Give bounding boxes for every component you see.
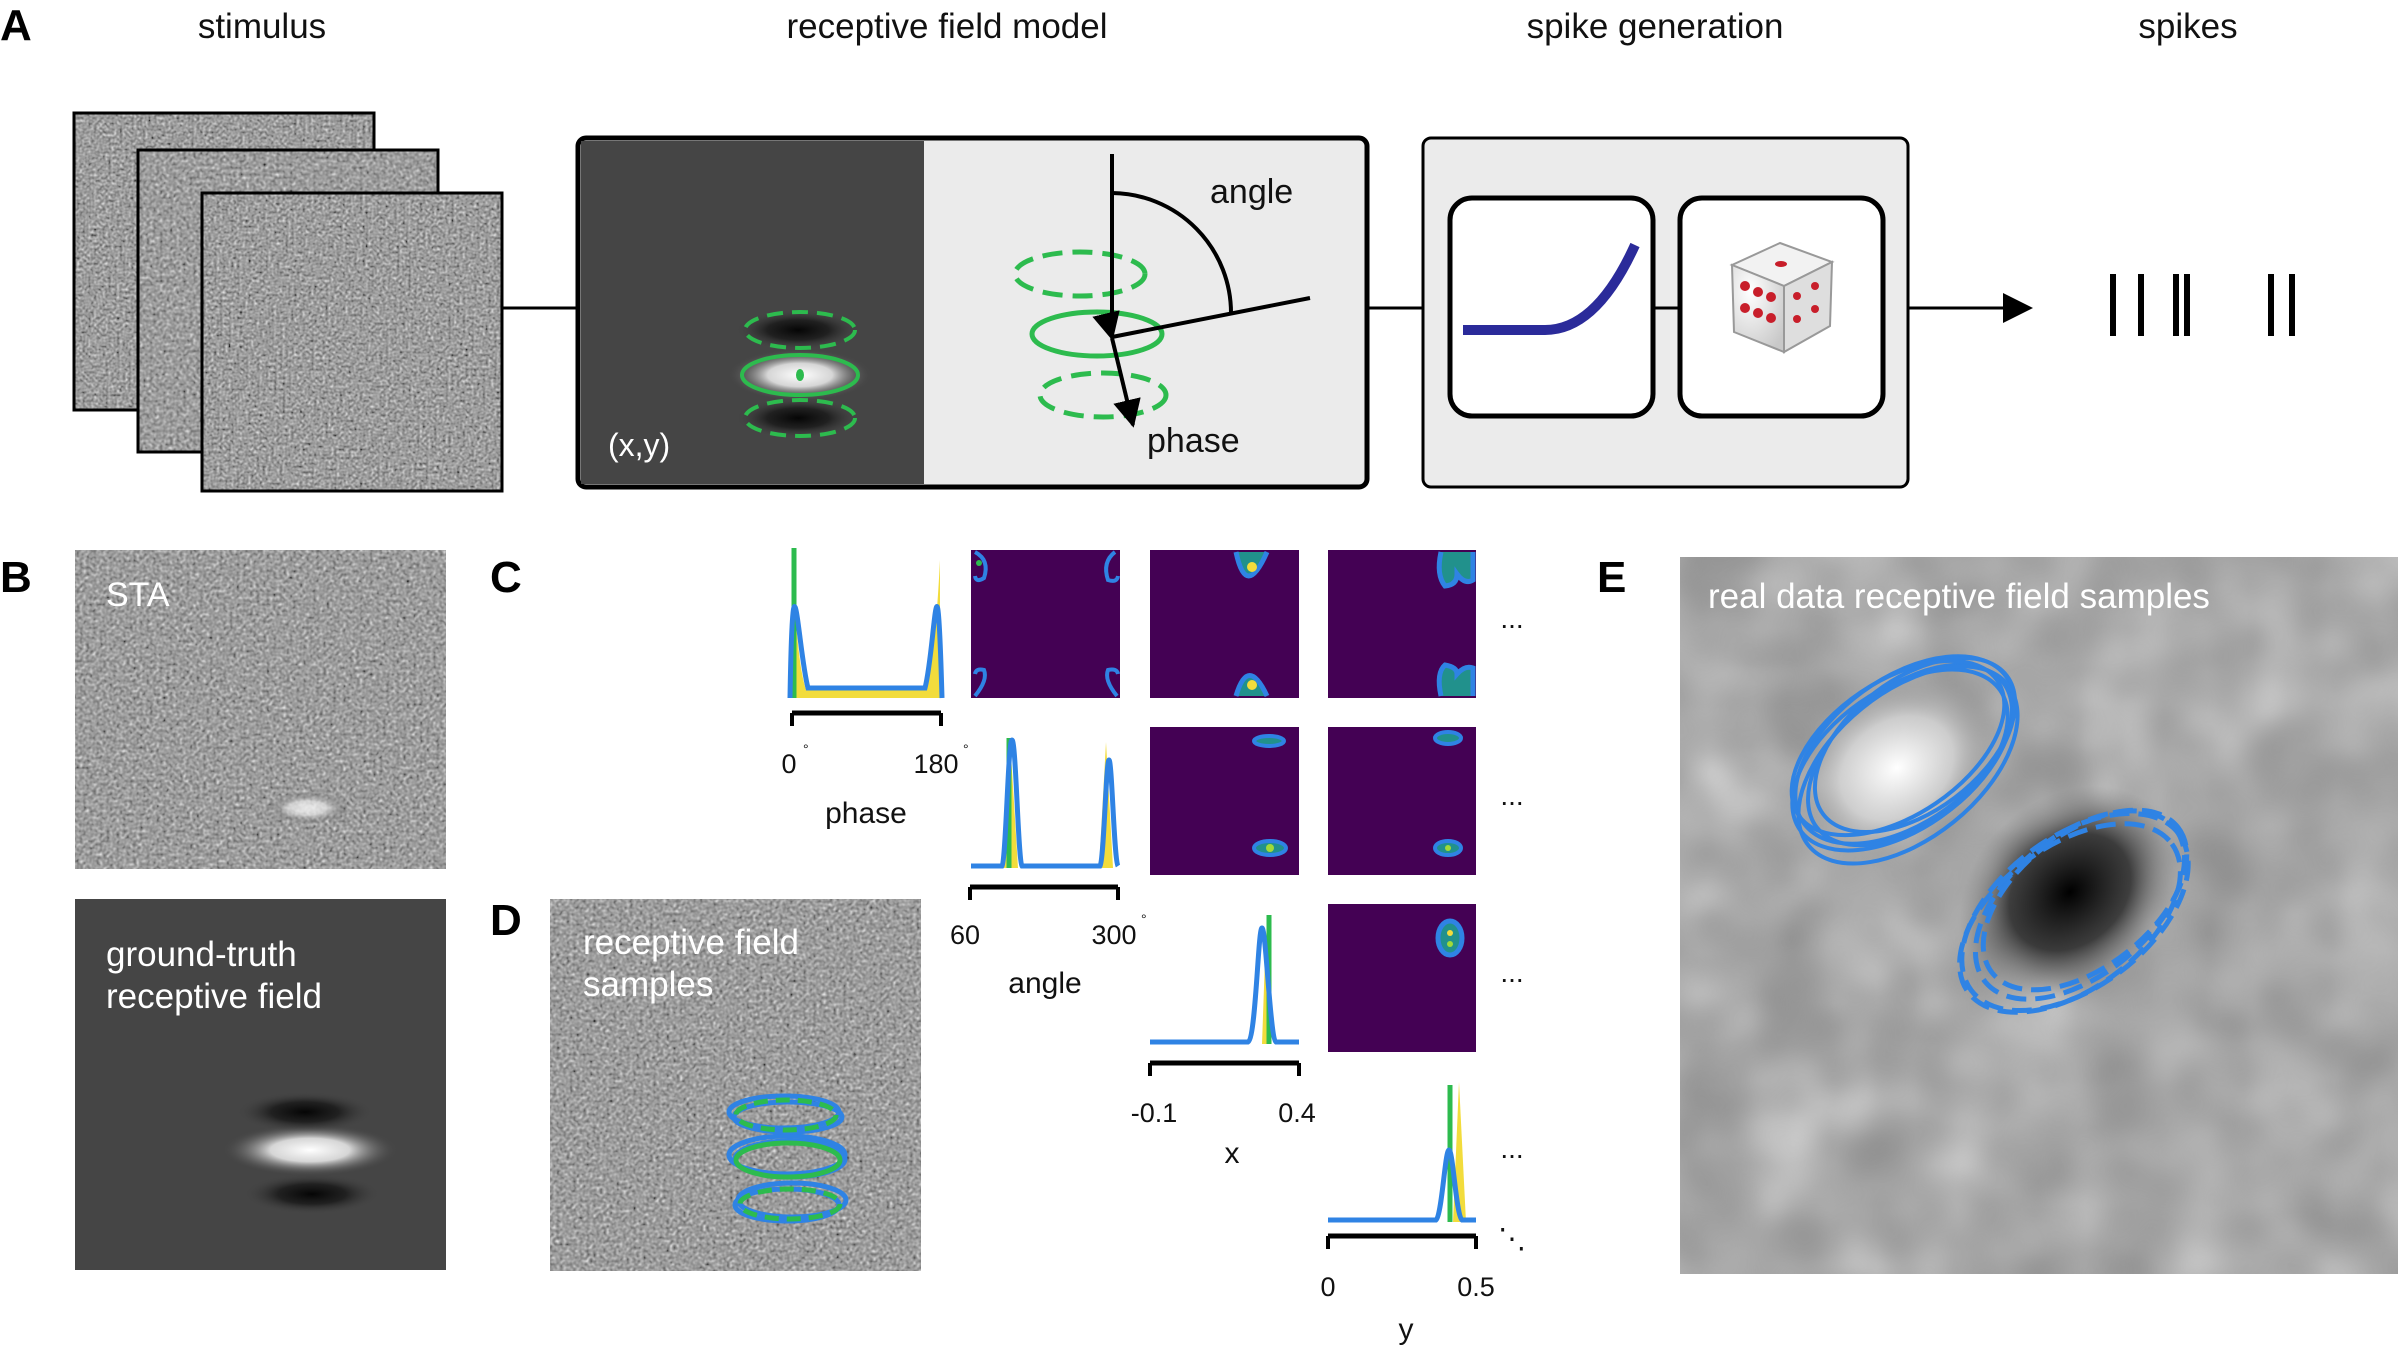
marginal-angle bbox=[968, 737, 1121, 900]
x-axis-min: -0.1 bbox=[1131, 1098, 1178, 1128]
sta-label: STA bbox=[106, 576, 170, 614]
real-data-image bbox=[1680, 557, 2398, 1274]
panel-letter-e: E bbox=[1597, 553, 1626, 602]
phase-axis-max-unit: ° bbox=[963, 741, 969, 757]
x-axis-max: 0.4 bbox=[1278, 1098, 1316, 1128]
phase-label: phase bbox=[1147, 422, 1240, 460]
phase-arrow bbox=[1092, 310, 1141, 428]
phase-axis-min: 0 bbox=[781, 749, 796, 779]
samples-label-line1: receptive field bbox=[583, 923, 799, 962]
row2-ellipsis: ... bbox=[1500, 780, 1523, 811]
dice-icon bbox=[1729, 241, 1835, 354]
stage-label-stimulus: stimulus bbox=[198, 7, 326, 46]
samples-image bbox=[550, 899, 921, 1271]
panel-letter-c: C bbox=[490, 553, 522, 602]
stimulus-frames bbox=[72, 111, 504, 493]
samples-label-line2: samples bbox=[583, 965, 713, 1004]
panel-letter-b: B bbox=[0, 553, 32, 602]
phase-axis-name: phase bbox=[825, 797, 907, 830]
rf-model-box: (x,y) angle phase bbox=[575, 135, 1370, 490]
phase-axis-max: 180 bbox=[913, 749, 958, 779]
angle-axis-max: 300 bbox=[1091, 920, 1136, 950]
stage-label-spikes: spikes bbox=[2138, 7, 2237, 46]
joint-angle-y bbox=[1328, 727, 1476, 875]
marginal-y bbox=[1326, 1082, 1478, 1249]
x-axis-name: x bbox=[1225, 1137, 1240, 1170]
panel-letter-d: D bbox=[490, 896, 522, 945]
joint-phase-x bbox=[1150, 550, 1299, 698]
spike-generation-box bbox=[1421, 136, 1910, 489]
angle-axis-name: angle bbox=[1008, 967, 1081, 1000]
diagonal-ellipsis: ⋱ bbox=[1498, 1223, 1526, 1254]
row4-ellipsis: ... bbox=[1500, 1133, 1523, 1164]
real-data-label: real data receptive field samples bbox=[1708, 577, 2210, 616]
angle-label: angle bbox=[1210, 173, 1293, 211]
panel-letter-a: A bbox=[0, 1, 32, 50]
stage-label-spike-generation: spike generation bbox=[1527, 7, 1784, 46]
y-axis-min: 0 bbox=[1320, 1272, 1335, 1302]
angle-axis-max-unit: ° bbox=[1141, 911, 1147, 927]
center-dot bbox=[796, 369, 804, 381]
angle-arc bbox=[1111, 191, 1234, 315]
angle-axis-min: 60 bbox=[950, 920, 980, 950]
row3-ellipsis: ... bbox=[1500, 957, 1523, 988]
ground-truth-label-line2: receptive field bbox=[106, 977, 322, 1016]
nonlinearity-curve bbox=[1463, 242, 1640, 335]
marginal-phase bbox=[787, 548, 945, 726]
row1-ellipsis: ... bbox=[1500, 603, 1523, 634]
ground-truth-image bbox=[75, 899, 446, 1270]
spike-train bbox=[2110, 274, 2295, 336]
y-axis-name: y bbox=[1399, 1313, 1414, 1346]
stage-label-rf-model: receptive field model bbox=[787, 7, 1108, 46]
joint-phase-y bbox=[1328, 550, 1476, 698]
joint-phase-angle bbox=[971, 550, 1120, 698]
joint-angle-x bbox=[1150, 727, 1299, 875]
joint-x-y bbox=[1328, 904, 1476, 1052]
marginal-x bbox=[1148, 915, 1301, 1076]
phase-axis-min-unit: ° bbox=[803, 741, 809, 757]
gabor-contours bbox=[740, 310, 860, 438]
y-axis-max: 0.5 bbox=[1457, 1272, 1495, 1302]
position-label: (x,y) bbox=[608, 427, 670, 463]
sta-image bbox=[75, 550, 446, 869]
angle-line bbox=[1111, 296, 1311, 339]
ground-truth-label-line1: ground-truth bbox=[106, 935, 297, 974]
